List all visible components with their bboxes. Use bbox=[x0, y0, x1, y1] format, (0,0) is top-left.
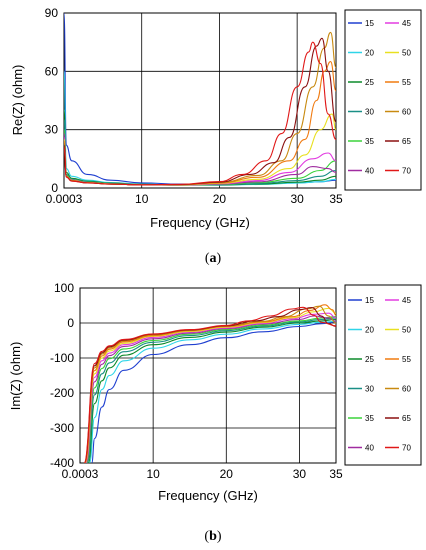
legend-label-70: 70 bbox=[402, 444, 411, 453]
series-line-35 bbox=[86, 316, 336, 463]
x-axis-label-a: Frequency (GHz) bbox=[150, 215, 250, 230]
x-tick-label: 35 bbox=[329, 467, 343, 481]
series-line-40 bbox=[85, 315, 336, 463]
legend-label-40: 40 bbox=[365, 167, 374, 176]
y-tick-label: 0 bbox=[67, 316, 74, 330]
legend-label-15: 15 bbox=[365, 19, 374, 28]
legend-label-55: 55 bbox=[402, 355, 411, 364]
legend-label-25: 25 bbox=[365, 355, 374, 364]
legend-label-25: 25 bbox=[365, 78, 374, 87]
series-line-45 bbox=[85, 312, 336, 463]
legend-label-15: 15 bbox=[365, 296, 374, 305]
grid-b bbox=[80, 288, 336, 463]
legend-label-45: 45 bbox=[402, 19, 411, 28]
series-line-70 bbox=[83, 306, 336, 463]
legend-label-70: 70 bbox=[402, 167, 411, 176]
y-axis-label-b: Im(Z) (ohm) bbox=[8, 342, 23, 411]
x-tick-label: 20 bbox=[220, 467, 234, 481]
x-tick-label: 10 bbox=[135, 192, 149, 206]
x-tick-label: 0.0003 bbox=[46, 192, 83, 206]
x-tick-label: 30 bbox=[290, 192, 304, 206]
legend-label-45: 45 bbox=[402, 296, 411, 305]
panel-a: 0 30 60 90 0.0003 10 20 30 35 Frequency (GHz) R… bbox=[10, 6, 422, 266]
x-ticks-b: 0.0003 10 20 30 35 bbox=[62, 467, 343, 481]
legend-box-a bbox=[344, 9, 422, 191]
x-tick-label: 20 bbox=[213, 192, 227, 206]
series-line-30 bbox=[86, 317, 336, 463]
legend-label-55: 55 bbox=[402, 78, 411, 87]
y-tick-label: 100 bbox=[54, 281, 74, 295]
y-ticks-b: 100 0 -100 -200 -300 -400 bbox=[50, 281, 74, 470]
grid-a bbox=[64, 13, 336, 188]
legend-box-b bbox=[344, 284, 422, 466]
y-axis-label-a: Re(Z) (ohm) bbox=[10, 65, 25, 136]
x-tick-label: 30 bbox=[293, 467, 307, 481]
y-tick-label: 90 bbox=[45, 6, 59, 20]
caption-b: (b) bbox=[204, 529, 221, 544]
x-tick-label: 10 bbox=[146, 467, 160, 481]
series-group-a bbox=[64, 13, 336, 186]
y-tick-label: 60 bbox=[45, 64, 59, 78]
series-line-25 bbox=[87, 318, 336, 463]
x-axis-label-b: Frequency (GHz) bbox=[158, 488, 258, 503]
legend-label-30: 30 bbox=[365, 385, 374, 394]
y-tick-label: -300 bbox=[50, 421, 74, 435]
panel-b: 100 0 -100 -200 -300 -400 0.0003 10 20 30 35 Freq… bbox=[8, 281, 422, 544]
y-tick-label: -200 bbox=[50, 386, 74, 400]
caption-a: (a) bbox=[205, 251, 222, 266]
x-ticks-a: 0.0003 10 20 30 35 bbox=[46, 192, 343, 206]
legend-label-65: 65 bbox=[402, 137, 411, 146]
legend-label-30: 30 bbox=[365, 108, 374, 117]
series-line-15 bbox=[91, 321, 336, 463]
legend-label-60: 60 bbox=[402, 385, 411, 394]
y-tick-label: -100 bbox=[50, 351, 74, 365]
series-line-20 bbox=[88, 320, 336, 463]
x-tick-label: 35 bbox=[329, 192, 343, 206]
legend-label-40: 40 bbox=[365, 444, 374, 453]
legend-a: 15 20 25 30 35 40 45 50 55 60 65 70 bbox=[348, 19, 411, 176]
legend-label-50: 50 bbox=[402, 49, 411, 58]
plot-area-a bbox=[63, 12, 337, 189]
series-line-70 bbox=[64, 41, 336, 186]
series-line-50 bbox=[84, 307, 336, 463]
y-tick-label: 30 bbox=[45, 123, 59, 137]
legend-label-20: 20 bbox=[365, 326, 374, 335]
y-tick-label: 0 bbox=[51, 181, 58, 195]
y-tick-label: -400 bbox=[50, 456, 74, 470]
x-tick-label: 0.0003 bbox=[62, 467, 99, 481]
legend-label-35: 35 bbox=[365, 414, 374, 423]
legend-label-20: 20 bbox=[365, 49, 374, 58]
legend-label-60: 60 bbox=[402, 108, 411, 117]
y-ticks-a: 0 30 60 90 bbox=[45, 6, 59, 195]
legend-label-50: 50 bbox=[402, 326, 411, 335]
legend-label-35: 35 bbox=[365, 137, 374, 146]
legend-label-65: 65 bbox=[402, 414, 411, 423]
series-group-b bbox=[83, 304, 336, 463]
legend-b: 15 20 25 30 35 40 45 50 55 60 65 70 bbox=[348, 296, 411, 453]
